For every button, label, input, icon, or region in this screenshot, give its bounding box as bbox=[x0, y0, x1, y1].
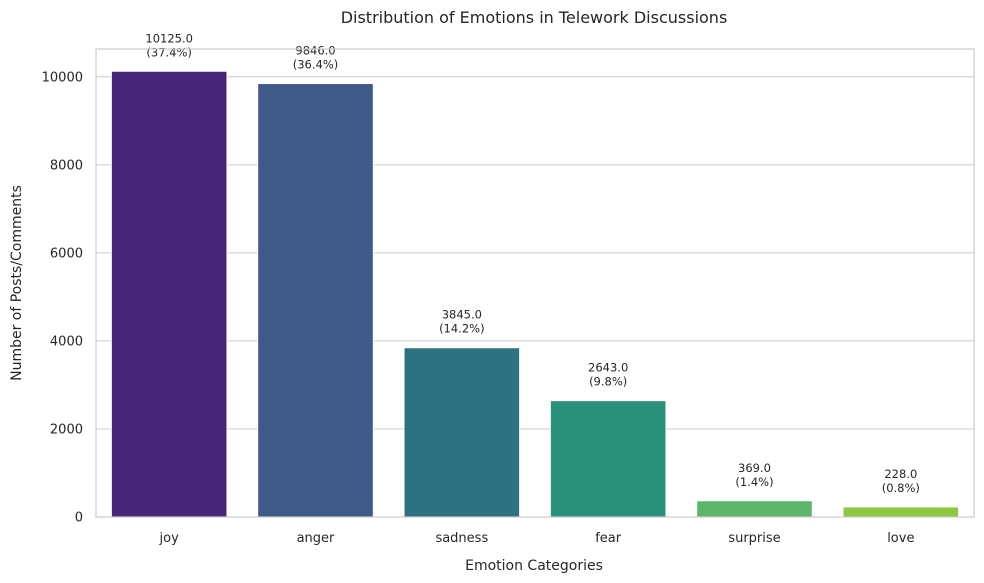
y-tick-label: 4000 bbox=[50, 334, 83, 349]
data-label-percent: (1.4%) bbox=[735, 475, 773, 489]
data-label-value: 228.0 bbox=[884, 467, 917, 481]
data-label-percent: (0.8%) bbox=[882, 481, 920, 495]
y-axis-ticks: 0 2000 4000 6000 8000 10000 bbox=[42, 70, 83, 525]
bar-anger bbox=[257, 83, 374, 518]
bar-surprise bbox=[696, 500, 813, 518]
grid-lines bbox=[96, 76, 974, 430]
data-label-value: 3845.0 bbox=[442, 308, 482, 322]
y-tick-label: 8000 bbox=[50, 158, 83, 173]
y-tick-label: 2000 bbox=[50, 422, 83, 437]
x-tick-label: joy bbox=[159, 531, 180, 546]
bar-sadness bbox=[403, 347, 521, 518]
data-label-percent: (37.4%) bbox=[146, 45, 192, 59]
x-tick-label: sadness bbox=[435, 531, 488, 546]
y-tick-label: 6000 bbox=[50, 246, 83, 261]
data-label-percent: (9.8%) bbox=[589, 375, 627, 389]
x-tick-label: fear bbox=[595, 531, 622, 546]
data-label-percent: (36.4%) bbox=[293, 58, 339, 72]
data-label-percent: (14.2%) bbox=[439, 322, 485, 336]
bar-love bbox=[842, 506, 960, 518]
x-tick-label: love bbox=[887, 531, 914, 546]
x-axis-label: Emotion Categories bbox=[465, 558, 603, 574]
y-axis-label: Number of Posts/Comments bbox=[9, 185, 25, 381]
bars bbox=[110, 70, 960, 518]
data-label-value: 2643.0 bbox=[588, 361, 628, 375]
data-labels: 10125.0(37.4%) 9846.0(36.4%) 3845.0(14.2%)… bbox=[145, 31, 920, 495]
y-tick-label: 0 bbox=[75, 511, 83, 526]
plot-frame bbox=[95, 48, 975, 518]
bar-fear bbox=[549, 400, 667, 518]
data-label-value: 9846.0 bbox=[295, 44, 335, 58]
chart-title: Distribution of Emotions in Telework Dis… bbox=[341, 8, 728, 27]
data-label-value: 10125.0 bbox=[145, 31, 193, 45]
y-tick-label: 10000 bbox=[42, 70, 83, 85]
x-tick-label: surprise bbox=[728, 531, 780, 546]
x-tick-label: anger bbox=[297, 531, 335, 546]
data-label-value: 369.0 bbox=[738, 461, 771, 475]
bar-joy bbox=[110, 70, 228, 518]
x-axis-ticks: joy anger sadness fear surprise love bbox=[159, 531, 915, 546]
